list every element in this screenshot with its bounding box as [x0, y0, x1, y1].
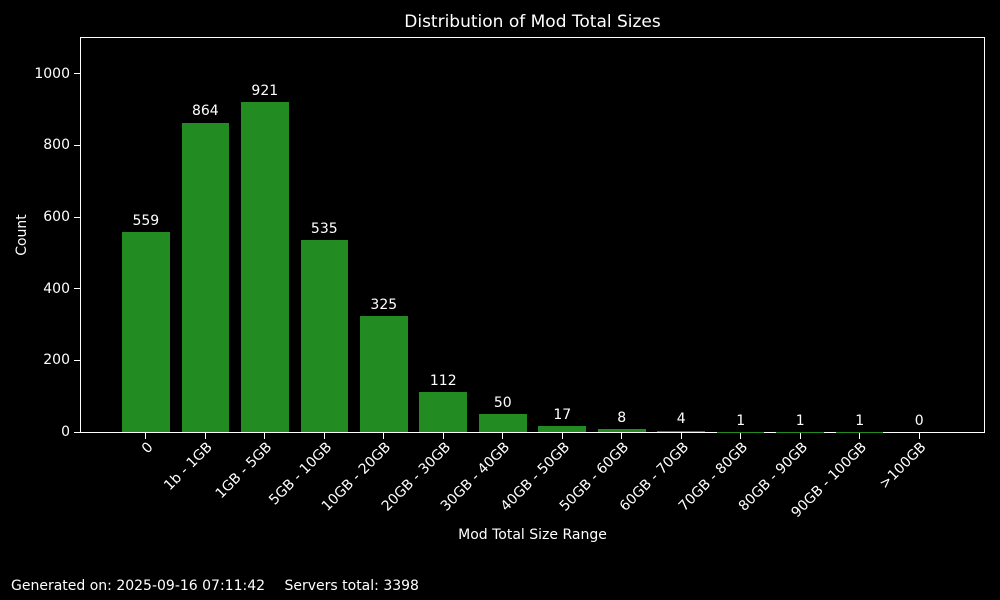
bar [122, 231, 170, 432]
bar-value-label: 50 [493, 395, 512, 411]
x-tick-label: 0 [138, 439, 157, 457]
x-tick-mark [145, 433, 147, 439]
bar [597, 429, 646, 432]
bar [359, 315, 408, 432]
bar [300, 240, 349, 432]
y-tick-label: 200 [43, 352, 70, 369]
x-tick-label: >100GB [876, 439, 930, 493]
x-tick-mark [264, 433, 266, 439]
x-tick-mark [204, 433, 206, 439]
bar-value-label: 8 [617, 410, 627, 427]
x-tick-label: 1GB - 5GB [212, 439, 276, 503]
x-tick-mark [918, 433, 920, 439]
y-tick-label: 800 [43, 137, 70, 154]
x-tick-mark [383, 433, 385, 439]
bar [538, 425, 587, 432]
chart-title: Distribution of Mod Total Sizes [404, 12, 661, 32]
y-tick-label: 0 [61, 424, 70, 440]
bar-value-label: 325 [370, 296, 398, 313]
bar-value-label: 112 [429, 372, 457, 389]
bar-value-label: 1 [736, 412, 746, 429]
bar-value-label: 921 [251, 83, 279, 100]
bar [419, 391, 468, 432]
bar-value-label: 17 [553, 406, 572, 423]
bar-value-label: 4 [676, 411, 686, 428]
x-tick-mark [323, 433, 325, 439]
x-tick-mark [680, 433, 682, 439]
bar-value-label: 559 [132, 212, 160, 229]
y-tick-mark [74, 216, 80, 218]
y-tick-mark [74, 144, 80, 146]
y-tick-mark [74, 359, 80, 361]
bar-value-label: 1 [855, 412, 865, 429]
plot-area: 0 200 400 600 800 1000 559 0 864 1b - 1GB 921 1GB -… [34, 37, 985, 521]
y-tick-mark [74, 288, 80, 290]
footer: Generated on: 2025-09-16 07:11:42 Server… [11, 578, 419, 594]
x-tick-mark [561, 433, 563, 439]
bar-value-label: 0 [914, 412, 924, 429]
bar-value-label: 864 [191, 103, 219, 120]
bar [657, 430, 705, 432]
y-tick-label: 600 [43, 209, 70, 226]
x-tick-mark [799, 433, 801, 439]
x-tick-mark [859, 433, 861, 439]
y-tick-label: 400 [43, 280, 70, 297]
y-axis-label: Count [14, 214, 30, 256]
x-axis-label: Mod Total Size Range [458, 527, 607, 543]
y-tick-mark [74, 73, 80, 75]
x-tick-label: 1b - 1GB [161, 439, 216, 494]
x-tick-mark [442, 433, 444, 439]
y-tick-label: 1000 [34, 65, 70, 82]
bar [478, 414, 527, 432]
generated-timestamp: Generated on: 2025-09-16 07:11:42 [11, 578, 266, 594]
bar-value-label: 1 [795, 412, 805, 429]
y-tick-mark [74, 431, 80, 433]
bar [181, 122, 230, 432]
servers-total: Servers total: 3398 [284, 578, 419, 594]
x-tick-mark [740, 433, 742, 439]
bar-value-label: 535 [310, 221, 338, 238]
bar [241, 102, 289, 432]
x-tick-mark [621, 433, 623, 439]
x-tick-mark [502, 433, 504, 439]
